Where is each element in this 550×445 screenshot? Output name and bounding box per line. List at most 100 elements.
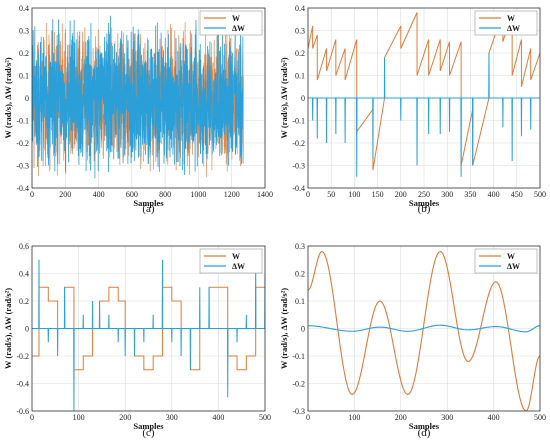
legend-box bbox=[474, 10, 538, 36]
y-tick-label: -0.2 bbox=[16, 352, 29, 361]
dw-series-line bbox=[308, 52, 540, 177]
x-tick-label: 200 bbox=[59, 190, 71, 199]
legend-label: ΔW bbox=[232, 24, 245, 33]
x-tick-label: 1200 bbox=[224, 190, 240, 199]
legend: WΔW bbox=[199, 10, 263, 36]
y-tick-label: -0.2 bbox=[292, 379, 305, 388]
legend-box bbox=[474, 248, 538, 274]
x-tick-label: 600 bbox=[126, 190, 138, 199]
x-axis-label: Samples bbox=[409, 421, 440, 431]
y-tick-label: 0.2 bbox=[295, 269, 305, 278]
legend: WΔW bbox=[474, 10, 538, 36]
y-axis-label: W (rad/s), ΔW (rad/s²) bbox=[3, 57, 13, 138]
y-tick-label: -0.4 bbox=[16, 379, 29, 388]
y-tick-label: 0.2 bbox=[295, 49, 305, 58]
x-tick-label: 300 bbox=[441, 190, 453, 199]
x-tick-label: 800 bbox=[159, 190, 171, 199]
x-tick-label: 500 bbox=[534, 190, 546, 199]
x-tick-label: 1400 bbox=[257, 190, 273, 199]
x-tick-label: 300 bbox=[441, 413, 453, 422]
y-tick-label: -0.2 bbox=[16, 139, 29, 148]
y-tick-label: -0.3 bbox=[292, 407, 305, 416]
plot-frame bbox=[31, 7, 266, 189]
x-tick-label: 500 bbox=[259, 413, 271, 422]
x-axis-label: Samples bbox=[409, 198, 440, 208]
x-tick-label: 100 bbox=[348, 413, 360, 422]
legend: WΔW bbox=[199, 248, 263, 274]
plot-area bbox=[308, 250, 540, 411]
x-tick-label: 250 bbox=[418, 190, 430, 199]
panel-a: 0 200 400 600 800 1000 1200 1400 -0.4 -0.3 -0.2 -0.… bbox=[3, 4, 273, 215]
y-tick-label: 0.3 bbox=[295, 242, 305, 251]
y-tick-label: -0.3 bbox=[292, 161, 305, 170]
legend-box bbox=[199, 248, 263, 274]
x-tick-label: 300 bbox=[166, 413, 178, 422]
y-tick-label: 0.2 bbox=[19, 297, 29, 306]
plot-frame bbox=[307, 245, 541, 412]
legend-label: ΔW bbox=[507, 24, 520, 33]
x-tick-label: 400 bbox=[212, 413, 224, 422]
y-tick-label: 0 bbox=[301, 94, 305, 103]
plot-area bbox=[32, 259, 265, 411]
x-tick-label: 0 bbox=[30, 413, 34, 422]
x-tick-label: 200 bbox=[395, 190, 407, 199]
x-tick-label: 1000 bbox=[190, 190, 206, 199]
dw-series-line bbox=[308, 324, 540, 333]
x-tick-label: 400 bbox=[488, 190, 500, 199]
y-tick-label: 0.1 bbox=[295, 297, 305, 306]
panel-caption: (b) bbox=[418, 203, 431, 215]
legend-label: W bbox=[507, 252, 515, 261]
x-tick-label: 50 bbox=[327, 190, 335, 199]
y-tick-label: -0.2 bbox=[292, 139, 305, 148]
panel-d: 0 100 200 300 400 500 -0.3 -0.2 -0.1 0 0.1 0.2 0.3 WΔ… bbox=[279, 242, 546, 439]
y-axis-label: W (rad/s), ΔW (rad/s²) bbox=[3, 288, 13, 369]
panel-c: 0 100 200 300 400 500 -0.6 -0.4 -0.2 0 0.2 0.4 0.6 WΔ… bbox=[3, 242, 271, 439]
y-axis-label: W (rad/s), ΔW (rad/s²) bbox=[279, 57, 289, 138]
x-tick-label: 500 bbox=[534, 413, 546, 422]
y-tick-label: -0.6 bbox=[16, 407, 29, 416]
plot-area bbox=[32, 15, 244, 179]
y-tick-label: 0.1 bbox=[19, 71, 29, 80]
legend-label: W bbox=[507, 14, 515, 23]
x-tick-label: 200 bbox=[119, 413, 131, 422]
x-axis-label: Samples bbox=[133, 421, 164, 431]
w-series-line bbox=[308, 250, 540, 411]
y-tick-label: 0.2 bbox=[19, 49, 29, 58]
y-tick-label: 0.4 bbox=[19, 269, 29, 278]
dw-series-line bbox=[32, 259, 265, 411]
y-tick-label: 0 bbox=[25, 324, 29, 333]
w-series-line bbox=[308, 12, 540, 171]
x-axis-label: Samples bbox=[133, 198, 164, 208]
x-tick-label: 100 bbox=[73, 413, 85, 422]
y-tick-label: 0.3 bbox=[295, 26, 305, 35]
y-axis-label: W (rad/s), ΔW (rad/s²) bbox=[279, 288, 289, 369]
w-series-line bbox=[32, 286, 265, 371]
x-tick-label: 0 bbox=[306, 190, 310, 199]
panel-caption: (c) bbox=[142, 427, 155, 439]
y-tick-label: -0.1 bbox=[292, 116, 305, 125]
y-tick-label: -0.1 bbox=[292, 352, 305, 361]
y-tick-label: 0.3 bbox=[19, 26, 29, 35]
panel-caption: (d) bbox=[418, 427, 431, 439]
y-tick-label: 0.6 bbox=[19, 242, 29, 251]
y-tick-label: -0.4 bbox=[16, 184, 29, 193]
panel-caption: (a) bbox=[142, 203, 155, 215]
y-tick-label: -0.3 bbox=[16, 161, 29, 170]
y-tick-label: -0.1 bbox=[16, 116, 29, 125]
legend: WΔW bbox=[474, 248, 538, 274]
plot-frame bbox=[307, 7, 541, 189]
legend-label: ΔW bbox=[507, 262, 520, 271]
y-tick-label: -0.4 bbox=[292, 184, 305, 193]
y-tick-label: 0.4 bbox=[19, 4, 29, 13]
legend-label: W bbox=[232, 252, 240, 261]
x-tick-label: 350 bbox=[464, 190, 476, 199]
x-tick-label: 400 bbox=[93, 190, 105, 199]
x-tick-label: 400 bbox=[488, 413, 500, 422]
x-tick-label: 0 bbox=[306, 413, 310, 422]
legend-label: W bbox=[232, 14, 240, 23]
x-tick-label: 100 bbox=[348, 190, 360, 199]
y-tick-label: 0 bbox=[25, 94, 29, 103]
plot-frame bbox=[31, 245, 266, 412]
legend-box bbox=[199, 10, 263, 36]
